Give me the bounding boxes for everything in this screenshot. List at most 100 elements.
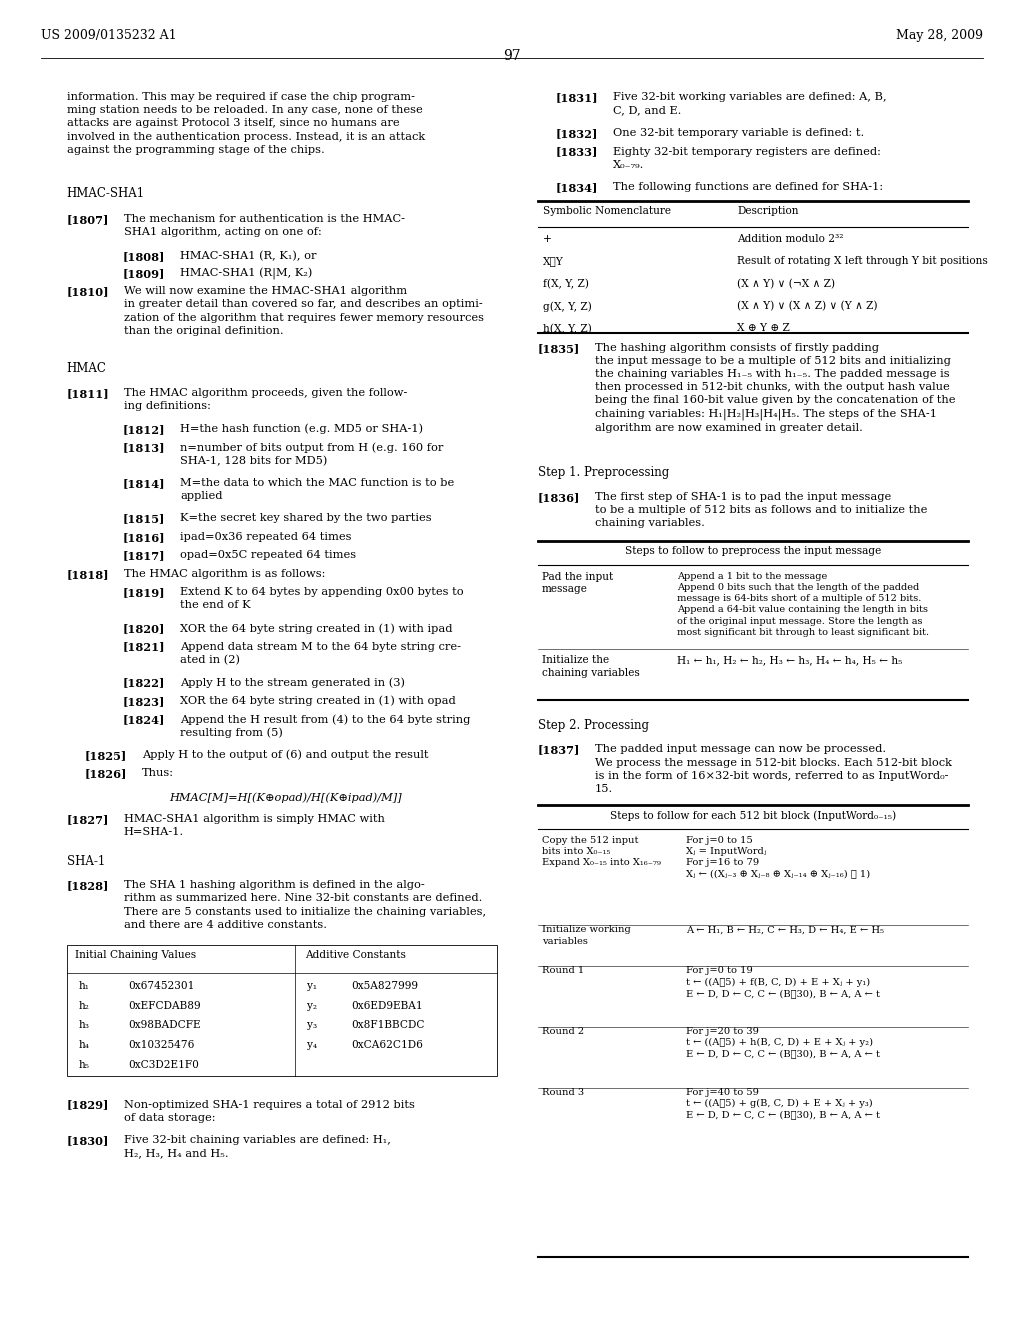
Text: [1808]: [1808] [123, 251, 165, 261]
Text: The first step of SHA-1 is to pad the input message
to be a multiple of 512 bits: The first step of SHA-1 is to pad the in… [595, 492, 928, 528]
Text: +: + [543, 234, 552, 244]
Bar [538, 201, 968, 333]
Text: 0x67452301: 0x67452301 [128, 981, 195, 991]
Text: y₂: y₂ [307, 1001, 317, 1011]
Text: 0xEFCDAB89: 0xEFCDAB89 [128, 1001, 201, 1011]
Text: 0x8F1BBCDC: 0x8F1BBCDC [351, 1020, 425, 1031]
Text: [1831]: [1831] [556, 92, 599, 103]
Text: Round 2: Round 2 [542, 1027, 584, 1036]
Text: The SHA 1 hashing algorithm is defined in the algo-
rithm as summarized here. Ni: The SHA 1 hashing algorithm is defined i… [124, 880, 486, 929]
Text: Append the H result from (4) to the 64 byte string
resulting from (5): Append the H result from (4) to the 64 b… [180, 714, 471, 738]
Text: For j=20 to 39
t ← ((A⋃5) + h(B, C, D) + E + Xⱼ + y₂)
E ← D, D ← C, C ← (B⋃30), : For j=20 to 39 t ← ((A⋃5) + h(B, C, D) +… [686, 1027, 880, 1059]
Text: [1816]: [1816] [123, 532, 166, 543]
Text: HMAC-SHA1 (R|M, K₂): HMAC-SHA1 (R|M, K₂) [180, 268, 312, 280]
Text: [1825]: [1825] [85, 750, 127, 760]
Text: XOR the 64 byte string created in (1) with ipad: XOR the 64 byte string created in (1) wi… [180, 623, 453, 634]
Text: [1821]: [1821] [123, 642, 166, 652]
Text: HMAC-SHA1: HMAC-SHA1 [67, 187, 144, 201]
Text: Extend K to 64 bytes by appending 0x00 bytes to
the end of K: Extend K to 64 bytes by appending 0x00 b… [180, 587, 464, 610]
Text: HMAC[M]=H[(K⊕opad)/H[(K⊕ipad)/M]]: HMAC[M]=H[(K⊕opad)/H[(K⊕ipad)/M]] [169, 792, 401, 803]
Text: May 28, 2009: May 28, 2009 [896, 29, 983, 42]
Text: Thus:: Thus: [142, 768, 174, 779]
Text: y₃: y₃ [307, 1020, 317, 1031]
Text: h₄: h₄ [79, 1040, 90, 1051]
Text: 0x10325476: 0x10325476 [128, 1040, 195, 1051]
Text: information. This may be required if case the chip program-
ming station needs t: information. This may be required if cas… [67, 92, 425, 154]
Text: (X ∧ Y) ∨ (¬X ∧ Z): (X ∧ Y) ∨ (¬X ∧ Z) [737, 279, 836, 289]
Text: The mechanism for authentication is the HMAC-
SHA1 algorithm, acting on one of:: The mechanism for authentication is the … [124, 214, 404, 236]
Text: The HMAC algorithm is as follows:: The HMAC algorithm is as follows: [124, 569, 326, 579]
Text: [1820]: [1820] [123, 623, 165, 634]
Text: H₁ ← h₁, H₂ ← h₂, H₃ ← h₃, H₄ ← h₄, H₅ ← h₅: H₁ ← h₁, H₂ ← h₂, H₃ ← h₃, H₄ ← h₄, H₅ ←… [677, 655, 902, 665]
Text: HMAC-SHA1 (R, K₁), or: HMAC-SHA1 (R, K₁), or [180, 251, 316, 261]
Text: f(X, Y, Z): f(X, Y, Z) [543, 279, 589, 289]
Text: Addition modulo 2³²: Addition modulo 2³² [737, 234, 844, 244]
Text: One 32-bit temporary variable is defined: t.: One 32-bit temporary variable is defined… [613, 128, 864, 139]
Text: 97: 97 [503, 49, 521, 63]
Text: g(X, Y, Z): g(X, Y, Z) [543, 301, 592, 312]
Text: ipad=0x36 repeated 64 times: ipad=0x36 repeated 64 times [180, 532, 351, 543]
Text: [1813]: [1813] [123, 442, 166, 453]
Text: Step 1. Preprocessing: Step 1. Preprocessing [538, 466, 669, 479]
Text: For j=0 to 15
Xⱼ = InputWordⱼ
For j=16 to 79
Xⱼ ← ((Xⱼ₋₃ ⊕ Xⱼ₋₈ ⊕ Xⱼ₋₁₄ ⊕ Xⱼ₋₁₆): For j=0 to 15 Xⱼ = InputWordⱼ For j=16 t… [686, 836, 870, 878]
Text: Initial Chaining Values: Initial Chaining Values [75, 950, 196, 961]
Bar [538, 805, 968, 1257]
Text: Symbolic Nomenclature: Symbolic Nomenclature [543, 206, 671, 216]
Text: [1809]: [1809] [123, 268, 165, 279]
Text: M=the data to which the MAC function is to be
applied: M=the data to which the MAC function is … [180, 478, 455, 500]
Text: For j=40 to 59
t ← ((A⋃5) + g(B, C, D) + E + Xⱼ + y₃)
E ← D, D ← C, C ← (B⋃30), : For j=40 to 59 t ← ((A⋃5) + g(B, C, D) +… [686, 1088, 880, 1119]
Text: [1819]: [1819] [123, 587, 166, 598]
Text: HMAC-SHA1 algorithm is simply HMAC with
H=SHA-1.: HMAC-SHA1 algorithm is simply HMAC with … [124, 814, 385, 837]
Text: [1830]: [1830] [67, 1135, 109, 1146]
Text: [1814]: [1814] [123, 478, 166, 488]
Text: Round 1: Round 1 [542, 966, 584, 975]
Text: US 2009/0135232 A1: US 2009/0135232 A1 [41, 29, 176, 42]
Text: Steps to follow to preprocess the input message: Steps to follow to preprocess the input … [625, 546, 881, 557]
Text: We will now examine the HMAC-SHA1 algorithm
in greater detail than covered so fa: We will now examine the HMAC-SHA1 algori… [124, 286, 484, 335]
Text: Description: Description [737, 206, 799, 216]
Text: 0xC3D2E1F0: 0xC3D2E1F0 [128, 1060, 199, 1071]
Text: h₂: h₂ [79, 1001, 90, 1011]
Text: Append a 1 bit to the message
Append 0 bits such that the length of the padded
m: Append a 1 bit to the message Append 0 b… [677, 572, 929, 636]
Text: h₅: h₅ [79, 1060, 90, 1071]
Text: y₄: y₄ [307, 1040, 317, 1051]
Text: [1828]: [1828] [67, 880, 109, 891]
Text: The HMAC algorithm proceeds, given the follow-
ing definitions:: The HMAC algorithm proceeds, given the f… [124, 388, 408, 411]
Text: Five 32-bit chaining variables are defined: H₁,
H₂, H₃, H₄ and H₅.: Five 32-bit chaining variables are defin… [124, 1135, 391, 1158]
Text: h(X, Y, Z): h(X, Y, Z) [543, 323, 592, 334]
Text: [1815]: [1815] [123, 513, 165, 524]
Text: The following functions are defined for SHA-1:: The following functions are defined for … [613, 182, 884, 193]
Text: Step 2. Processing: Step 2. Processing [538, 719, 648, 733]
Text: Non-optimized SHA-1 requires a total of 2912 bits
of data storage:: Non-optimized SHA-1 requires a total of … [124, 1100, 415, 1122]
Text: XOR the 64 byte string created in (1) with opad: XOR the 64 byte string created in (1) wi… [180, 696, 456, 706]
Text: (X ∧ Y) ∨ (X ∧ Z) ∨ (Y ∧ Z): (X ∧ Y) ∨ (X ∧ Z) ∨ (Y ∧ Z) [737, 301, 878, 312]
Text: Copy the 512 input
bits into X₀₋₁₅
Expand X₀₋₁₅ into X₁₆₋₇₉: Copy the 512 input bits into X₀₋₁₅ Expan… [542, 836, 660, 867]
Text: [1836]: [1836] [538, 492, 580, 503]
Text: Pad the input
message: Pad the input message [542, 572, 613, 594]
Text: [1810]: [1810] [67, 286, 110, 297]
Bar [67, 945, 497, 1076]
Text: [1826]: [1826] [85, 768, 127, 779]
Bar [538, 541, 968, 700]
Text: [1811]: [1811] [67, 388, 110, 399]
Text: A ← H₁, B ← H₂, C ← H₃, D ← H₄, E ← H₅: A ← H₁, B ← H₂, C ← H₃, D ← H₄, E ← H₅ [686, 925, 884, 935]
Text: X ⊕ Y ⊕ Z: X ⊕ Y ⊕ Z [737, 323, 791, 334]
Text: 0xCA62C1D6: 0xCA62C1D6 [351, 1040, 423, 1051]
Text: [1827]: [1827] [67, 814, 109, 825]
Text: X⋃Y: X⋃Y [543, 256, 563, 267]
Text: [1817]: [1817] [123, 550, 166, 561]
Text: h₁: h₁ [79, 981, 90, 991]
Text: n=number of bits output from H (e.g. 160 for
SHA-1, 128 bits for MD5): n=number of bits output from H (e.g. 160… [180, 442, 443, 466]
Text: opad=0x5C repeated 64 times: opad=0x5C repeated 64 times [180, 550, 356, 561]
Text: Five 32-bit working variables are defined: A, B,
C, D, and E.: Five 32-bit working variables are define… [613, 92, 887, 115]
Text: [1822]: [1822] [123, 677, 165, 688]
Text: Initialize the
chaining variables: Initialize the chaining variables [542, 655, 639, 677]
Text: [1834]: [1834] [556, 182, 598, 193]
Text: Initialize working
variables: Initialize working variables [542, 925, 631, 945]
Text: [1812]: [1812] [123, 424, 166, 434]
Text: Apply H to the stream generated in (3): Apply H to the stream generated in (3) [180, 677, 406, 688]
Text: Eighty 32-bit temporary registers are defined:
X₀₋₇₉.: Eighty 32-bit temporary registers are de… [613, 147, 882, 169]
Text: Apply H to the output of (6) and output the result: Apply H to the output of (6) and output … [142, 750, 429, 760]
Text: SHA-1: SHA-1 [67, 855, 104, 869]
Text: 0x6ED9EBA1: 0x6ED9EBA1 [351, 1001, 423, 1011]
